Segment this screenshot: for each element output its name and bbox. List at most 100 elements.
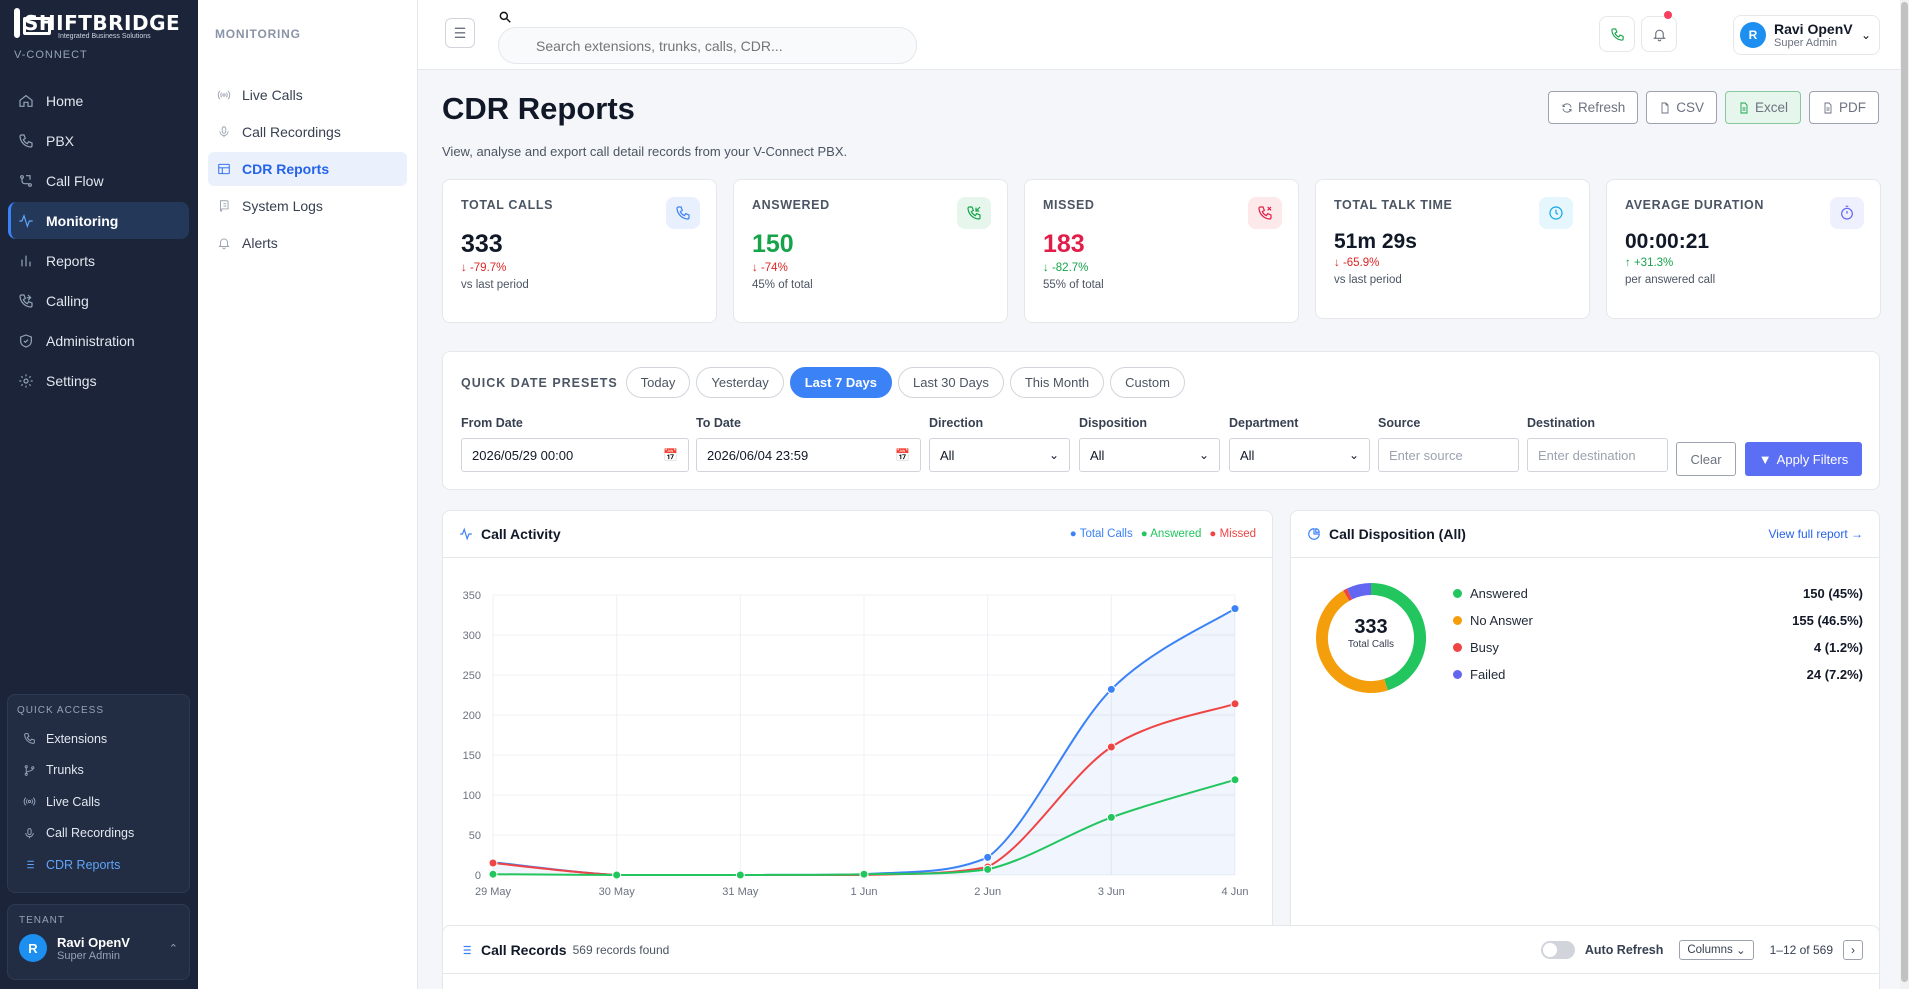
preset-today[interactable]: Today [625, 367, 691, 398]
next-page-button[interactable]: › [1843, 939, 1863, 960]
stat-note: vs last period [461, 279, 529, 291]
quick-access-call-recordings[interactable]: Call Recordings [17, 818, 180, 850]
chevron-up-icon[interactable]: ⌃ [168, 942, 178, 955]
nav-item-home[interactable]: Home [8, 82, 189, 119]
data-point-total-calls [983, 852, 993, 862]
apply-filters-button[interactable]: ▼ Apply Filters [1745, 442, 1862, 476]
nav-item-call-flow[interactable]: Call Flow [8, 162, 189, 199]
from-date-value: 2026/05/29 00:00 [472, 447, 574, 463]
flow-icon [20, 174, 32, 187]
department-select[interactable]: All ⌄ [1229, 438, 1370, 472]
subnav-item-live-calls[interactable]: Live Calls [208, 78, 407, 112]
from-date-input[interactable]: 2026/05/29 00:00 📅 [461, 438, 689, 472]
nav-item-administration[interactable]: Administration [8, 322, 189, 359]
product-name: V-CONNECT [14, 49, 88, 61]
nav-item-reports[interactable]: Reports [8, 242, 189, 279]
nav-item-calling[interactable]: Calling [8, 282, 189, 319]
subnav-item-call-recordings[interactable]: Call Recordings [208, 115, 407, 149]
stat-card-missed: MISSED 183 ↓ -82.7% 55% of total [1024, 179, 1299, 323]
stat-label: ANSWERED [752, 198, 830, 212]
preset-this-month[interactable]: This Month [1009, 367, 1105, 398]
presets-label: QUICK DATE PRESETS [461, 375, 618, 390]
quick-access-extensions[interactable]: Extensions [17, 723, 180, 755]
sub-sidebar: MONITORING Live Calls Call Recordings CD… [198, 0, 418, 989]
notifications-button[interactable] [1641, 11, 1677, 52]
x-tick-label: 4 Jun [1222, 886, 1249, 898]
tenant-card[interactable]: TENANT R Ravi OpenV Super Admin ⌃ [7, 904, 190, 980]
calendar-icon[interactable]: 📅 [663, 448, 678, 462]
table-icon [218, 163, 230, 175]
source-input[interactable]: Enter source [1378, 438, 1519, 472]
calendar-icon[interactable]: 📅 [895, 448, 910, 462]
quick-access-cdr-reports[interactable]: CDR Reports [17, 849, 180, 881]
excel-export-button[interactable]: Excel [1724, 91, 1801, 124]
y-tick-label: 300 [463, 630, 481, 642]
quick-access-trunks[interactable]: Trunks [17, 755, 180, 787]
brand-logo[interactable]: SHIFTBRIDGE Integrated Business Solution… [14, 8, 180, 52]
disposition-row-failed: Failed 24 (7.2%) [1453, 661, 1863, 688]
subnav-item-cdr-reports[interactable]: CDR Reports [208, 152, 407, 186]
date-presets: QUICK DATE PRESETS Today Yesterday Last … [461, 367, 1185, 398]
stat-label: TOTAL TALK TIME [1334, 198, 1453, 212]
stat-delta: ↓ -79.7% [461, 262, 507, 274]
search-input[interactable] [498, 27, 917, 64]
clear-filters-button[interactable]: Clear [1676, 442, 1736, 476]
call-disposition-panel: Call Disposition (All) View full report … [1290, 510, 1880, 977]
y-tick-label: 150 [463, 750, 481, 762]
disposition-select[interactable]: All ⌄ [1079, 438, 1220, 472]
destination-input[interactable]: Enter destination [1527, 438, 1668, 472]
menu-toggle-button[interactable]: ☰ [445, 18, 475, 48]
nav-item-pbx[interactable]: PBX [8, 122, 189, 159]
subnav-item-alerts[interactable]: Alerts [208, 226, 407, 260]
quick-access-label: Trunks [46, 763, 84, 778]
x-tick-label: 29 May [475, 886, 512, 898]
sidebar: SHIFTBRIDGE Integrated Business Solution… [0, 0, 198, 989]
spreadsheet-icon [1740, 102, 1748, 113]
page-subtitle: View, analyse and export call detail rec… [442, 144, 848, 159]
page-scrollbar[interactable] [1900, 0, 1909, 989]
pdf-export-button[interactable]: PDF [1809, 91, 1879, 124]
csv-export-button[interactable]: CSV [1646, 91, 1717, 124]
direction-select[interactable]: All ⌄ [929, 438, 1070, 472]
quick-access-label: CDR Reports [46, 857, 121, 872]
clock-icon [1539, 197, 1573, 229]
data-point-missed [488, 858, 498, 868]
disposition-group: Disposition All ⌄ [1079, 416, 1220, 472]
data-point-answered [735, 870, 745, 880]
preset-custom[interactable]: Custom [1110, 367, 1185, 398]
phone-button[interactable] [1599, 16, 1635, 52]
broadcast-icon [23, 797, 36, 806]
legend-dot [1453, 616, 1462, 625]
refresh-button[interactable]: Refresh [1547, 91, 1639, 124]
stat-label: AVERAGE DURATION [1625, 198, 1765, 212]
x-tick-label: 3 Jun [1098, 886, 1125, 898]
disposition-donut-chart [1316, 583, 1426, 693]
preset-last-7-days[interactable]: Last 7 Days [789, 367, 892, 398]
preset-last-30-days[interactable]: Last 30 Days [897, 367, 1004, 398]
disposition-row-busy: Busy 4 (1.2%) [1453, 634, 1863, 661]
subnav-item-system-logs[interactable]: System Logs [208, 189, 407, 223]
stat-note: per answered call [1625, 274, 1716, 286]
disposition-list: Answered 150 (45%) No Answer 155 (46.5%) B… [1453, 580, 1863, 688]
department-group: Department All ⌄ [1229, 416, 1370, 472]
y-tick-label: 200 [463, 710, 481, 722]
bar-chart-icon [21, 255, 31, 266]
to-date-input[interactable]: 2026/06/04 23:59 📅 [696, 438, 921, 472]
data-point-missed [1106, 742, 1116, 752]
donut-total: 333 [1354, 616, 1388, 638]
notification-dot [1664, 11, 1672, 19]
mic-icon [219, 126, 229, 138]
nav-item-monitoring[interactable]: Monitoring [8, 202, 189, 239]
auto-refresh-toggle[interactable] [1540, 940, 1575, 959]
view-full-report-link[interactable]: View full report → [1768, 527, 1863, 541]
nav-item-settings[interactable]: Settings [8, 362, 189, 399]
user-menu[interactable]: R Ravi OpenV Super Admin ⌄ [1733, 15, 1880, 55]
scrollbar-thumb[interactable] [1901, 2, 1908, 982]
quick-access-live-calls[interactable]: Live Calls [17, 786, 180, 818]
preset-yesterday[interactable]: Yesterday [696, 367, 784, 398]
columns-button[interactable]: Columns ⌄ [1679, 939, 1754, 960]
call-records-title: Call Records [481, 941, 567, 958]
x-tick-label: 30 May [599, 886, 636, 898]
phone-forward-icon [19, 293, 33, 308]
stat-card-total-calls: TOTAL CALLS 333 ↓ -79.7% vs last period [442, 179, 717, 323]
